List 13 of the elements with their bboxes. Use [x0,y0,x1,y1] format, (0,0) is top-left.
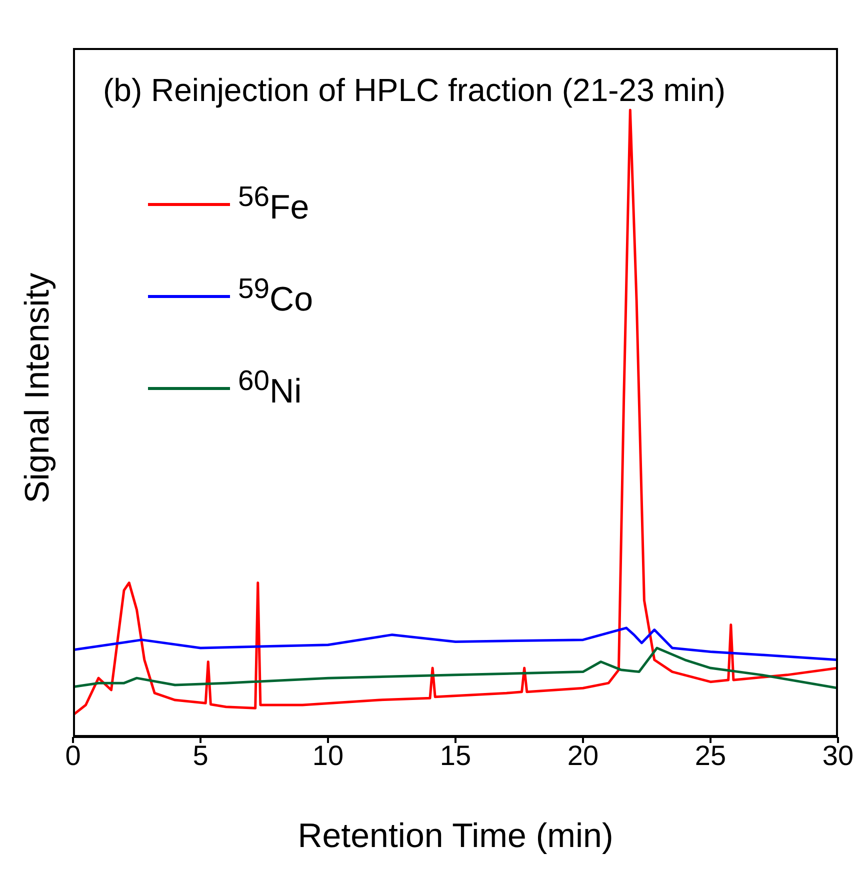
x-tick-label: 15 [440,740,472,771]
legend-label: $^{60}$Ni [238,364,302,412]
x-tick-label: 30 [822,740,854,771]
legend-label: $^{56}$Fe [238,180,310,228]
x-tick-label: 25 [694,740,726,771]
x-tick-label: 0 [65,740,81,771]
legend-label: $^{59}$Co [238,272,313,320]
chart-title: (b) Reinjection of HPLC fraction (21-23 min) [103,72,726,109]
x-tick-label: 20 [567,740,599,771]
y-axis-title: Signal Intensity [18,272,58,504]
x-tick-label: 5 [192,740,208,771]
x-axis-title: Retention Time (min) [298,817,614,855]
x-tick-label: 10 [312,740,344,771]
